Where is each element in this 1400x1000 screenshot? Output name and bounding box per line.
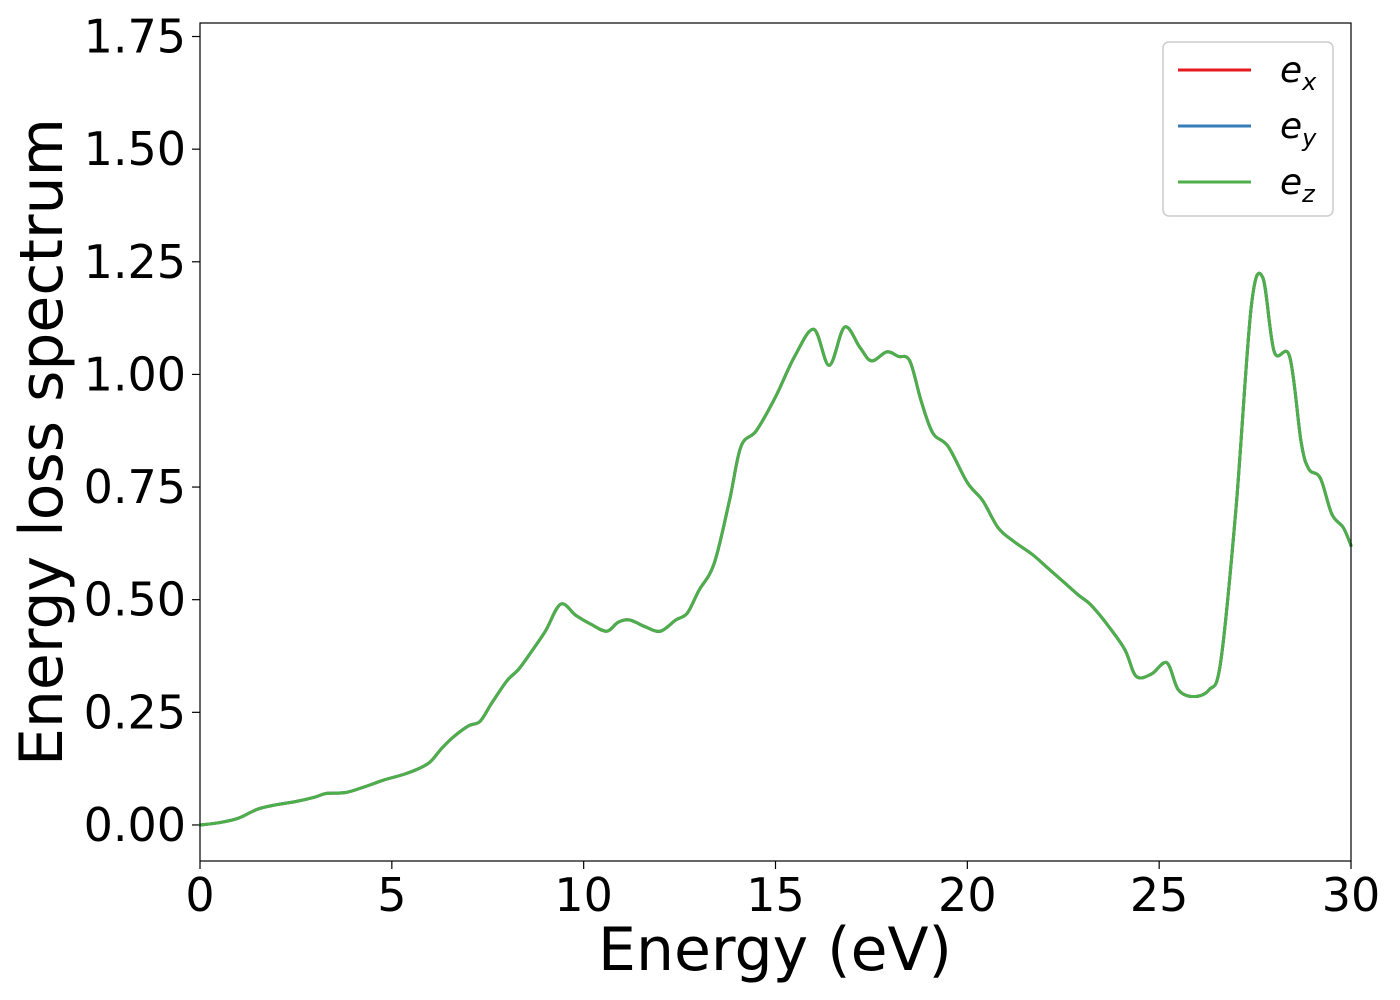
legend-label-sub: x [1301,68,1317,96]
legend-label-main: e [1280,106,1302,147]
legend-label-e-z: ez [1280,162,1316,208]
y-tick-label: 1.25 [84,235,186,289]
y-tick-label: 1.50 [84,122,186,176]
x-tick-label: 0 [185,868,214,922]
y-axis-ticks: 0.00 0.25 0.50 0.75 1.00 1.25 1.50 1.75 [84,10,200,852]
legend-label-main: e [1280,162,1302,203]
x-tick-label: 20 [938,868,997,922]
x-tick-label: 5 [377,868,406,922]
y-tick-label: 0.50 [84,573,186,627]
series-line-e-x [198,271,1353,827]
y-tick-label: 0.00 [84,798,186,852]
y-axis-label: Energy loss spectrum [7,118,77,766]
x-axis-ticks: 0 5 10 15 20 25 30 [185,861,1380,922]
legend-label-sub: z [1301,180,1316,208]
series-lines [198,271,1353,827]
x-tick-label: 10 [554,868,613,922]
y-tick-label: 1.00 [84,347,186,401]
series-line-e-y [198,271,1353,827]
x-axis-label: Energy (eV) [598,915,952,985]
x-tick-label: 25 [1130,868,1189,922]
y-tick-label: 1.75 [84,10,186,64]
series-line-e-z [198,271,1353,827]
legend-box [1162,41,1334,217]
x-tick-label: 30 [1322,868,1381,922]
legend-label-main: e [1280,50,1302,91]
legend-label-e-y: ey [1280,106,1317,152]
legend-label-e-x: ex [1280,50,1317,96]
x-tick-label: 15 [746,868,805,922]
y-tick-label: 0.25 [84,685,186,739]
plot-frame [199,22,1352,862]
y-tick-label: 0.75 [84,460,186,514]
legend-label-sub: y [1301,124,1317,152]
